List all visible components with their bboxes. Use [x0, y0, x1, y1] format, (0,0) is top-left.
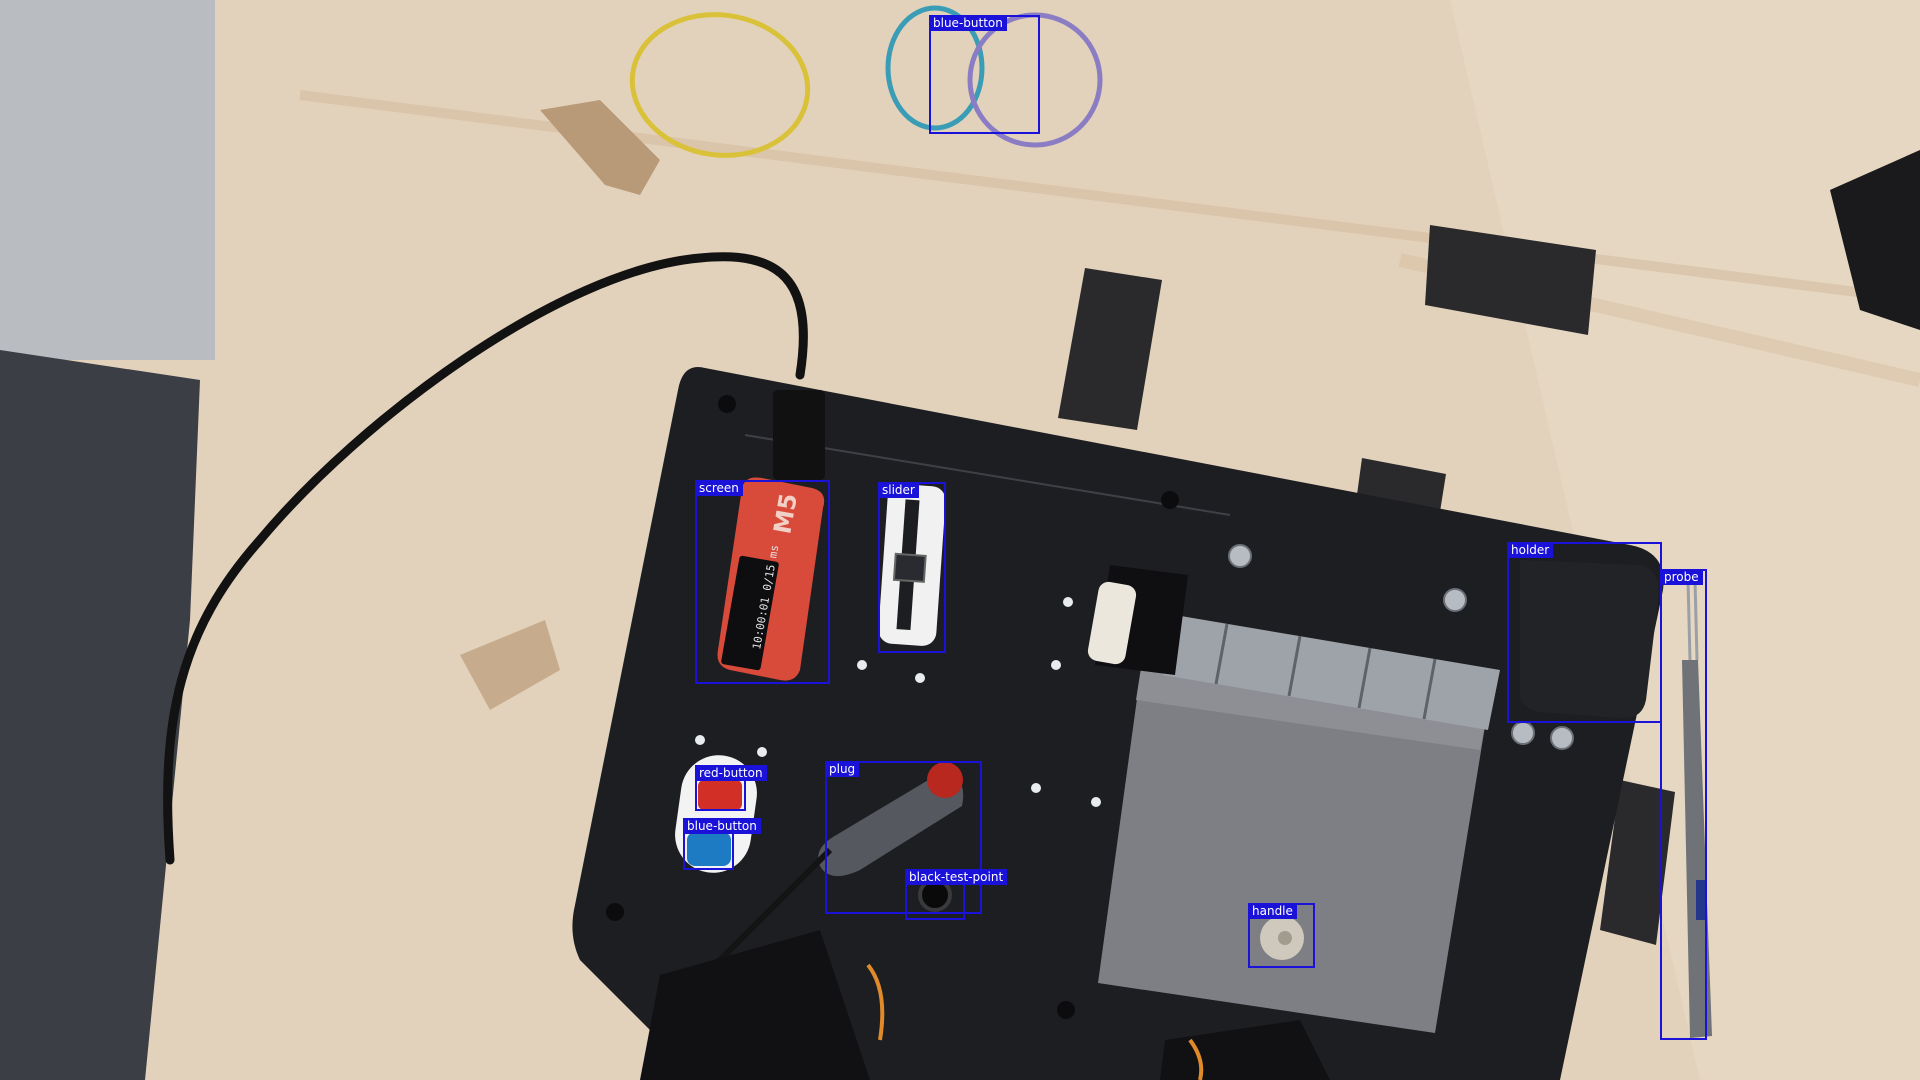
detection-box-handle: handle	[1248, 903, 1315, 968]
usb-cable	[163, 252, 808, 865]
dark-cloth	[0, 350, 200, 1080]
detection-label: screen	[695, 480, 743, 496]
blue-push-button	[687, 832, 731, 866]
detection-label: red-button	[695, 765, 767, 781]
detection-box-holder: holder	[1507, 542, 1662, 723]
detection-label: probe	[1660, 569, 1703, 585]
velcro-strip	[1058, 268, 1162, 430]
usb-connector	[773, 390, 825, 480]
detection-label: holder	[1507, 542, 1554, 558]
detection-label: slider	[878, 482, 919, 498]
detection-label: black-test-point	[905, 869, 1008, 885]
detection-label: blue-button	[929, 15, 1007, 31]
detection-box-probe: probe	[1660, 569, 1707, 1040]
lid-plate	[1098, 655, 1488, 1033]
detection-box-blue-button: blue-button	[683, 818, 761, 870]
servo-bracket	[640, 930, 870, 1080]
slider-knob	[892, 552, 927, 583]
velcro-strip	[1600, 780, 1675, 945]
m5-logo: M5	[768, 491, 803, 536]
tape-scrap	[460, 620, 560, 710]
holder-block	[1519, 560, 1659, 719]
m5-screen	[721, 555, 779, 671]
detection-label: handle	[1248, 903, 1297, 919]
detection-box-red-button: red-button	[695, 765, 767, 811]
background-wall	[0, 0, 215, 360]
corner-object	[1830, 150, 1920, 330]
blue-rubber-band	[885, 5, 985, 131]
detection-label: plug	[825, 761, 860, 777]
velcro-strip	[1425, 225, 1596, 335]
test-lead	[818, 770, 964, 877]
detection-box-slider: slider	[878, 482, 946, 653]
nylon-roller	[1087, 581, 1137, 665]
detection-box-plug: plug	[825, 761, 982, 914]
red-jack	[927, 762, 963, 798]
detection-box-screen: screen	[695, 480, 830, 684]
tape-scrap	[540, 100, 660, 195]
red-push-button	[698, 780, 742, 810]
detection-box-blue-button-top: blue-button	[929, 15, 1040, 134]
probe-body	[1682, 660, 1712, 1038]
yellow-rubber-band	[629, 12, 811, 158]
hinge	[1163, 615, 1500, 730]
detection-label: blue-button	[683, 818, 761, 834]
detection-box-black-test-point: black-test-point	[905, 869, 1008, 920]
